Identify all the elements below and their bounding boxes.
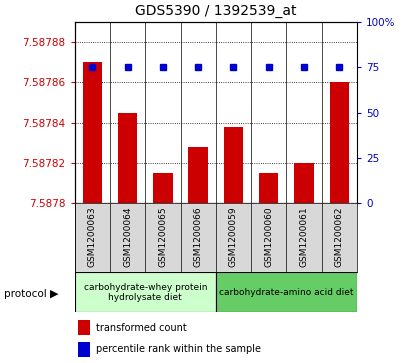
Text: GSM1200060: GSM1200060 <box>264 207 273 268</box>
Text: GSM1200063: GSM1200063 <box>88 207 97 268</box>
Bar <box>83 62 102 203</box>
Text: protocol: protocol <box>4 289 47 299</box>
Bar <box>216 272 357 312</box>
Text: GSM1200062: GSM1200062 <box>335 207 344 267</box>
Text: percentile rank within the sample: percentile rank within the sample <box>96 344 261 354</box>
Text: transformed count: transformed count <box>96 323 187 333</box>
Bar <box>259 173 278 203</box>
Text: GSM1200061: GSM1200061 <box>300 207 308 268</box>
Bar <box>294 163 314 203</box>
Bar <box>224 127 243 203</box>
Text: GSM1200059: GSM1200059 <box>229 207 238 268</box>
Bar <box>188 147 208 203</box>
Bar <box>153 173 173 203</box>
Text: carbohydrate-amino acid diet: carbohydrate-amino acid diet <box>219 288 354 297</box>
Bar <box>78 320 90 335</box>
Title: GDS5390 / 1392539_at: GDS5390 / 1392539_at <box>135 4 297 18</box>
Text: carbohydrate-whey protein
hydrolysate diet: carbohydrate-whey protein hydrolysate di… <box>83 282 207 302</box>
Bar <box>118 113 137 203</box>
Text: GSM1200066: GSM1200066 <box>194 207 203 268</box>
Text: GSM1200065: GSM1200065 <box>159 207 167 268</box>
Bar <box>75 272 216 312</box>
Bar <box>330 82 349 203</box>
Text: GSM1200064: GSM1200064 <box>123 207 132 267</box>
Text: ▶: ▶ <box>50 289 58 299</box>
Bar <box>78 342 90 357</box>
